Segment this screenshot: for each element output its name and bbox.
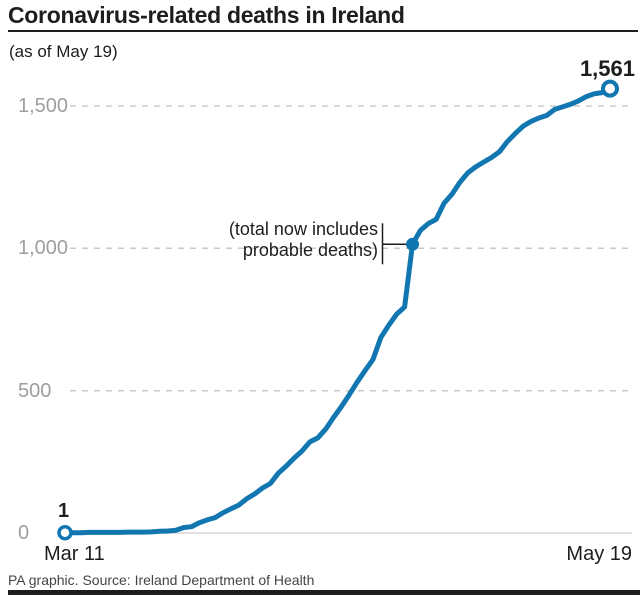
first-point-marker xyxy=(57,524,73,541)
last-point-marker xyxy=(601,79,619,98)
annotation-line1: (total now includes xyxy=(228,219,378,239)
x-axis-label-end: May 19 xyxy=(566,543,632,565)
x-axis-label-start: Mar 11 xyxy=(44,543,105,565)
bottom-bar xyxy=(8,590,640,595)
source-credit: PA graphic. Source: Ireland Department o… xyxy=(8,572,315,588)
y-axis-label: 500 xyxy=(18,380,52,402)
y-axis-label: 0 xyxy=(18,522,30,544)
last-point-value-label: 1,561 xyxy=(579,56,635,81)
deaths-line-series xyxy=(62,86,613,536)
annotation-line2: probable deaths) xyxy=(242,240,378,260)
y-axis-label: 1,000 xyxy=(18,237,69,259)
first-point-value-label: 1 xyxy=(58,500,70,522)
chart-subtitle: (as of May 19) xyxy=(9,42,118,61)
chart-title: Coronavirus-related deaths in Ireland xyxy=(8,2,405,28)
annotation-point-marker xyxy=(406,237,419,251)
annotation-probable-deaths: (total now includes probable deaths) xyxy=(229,219,378,261)
y-axis-label: 1,500 xyxy=(18,95,69,117)
title-rule xyxy=(8,30,638,32)
